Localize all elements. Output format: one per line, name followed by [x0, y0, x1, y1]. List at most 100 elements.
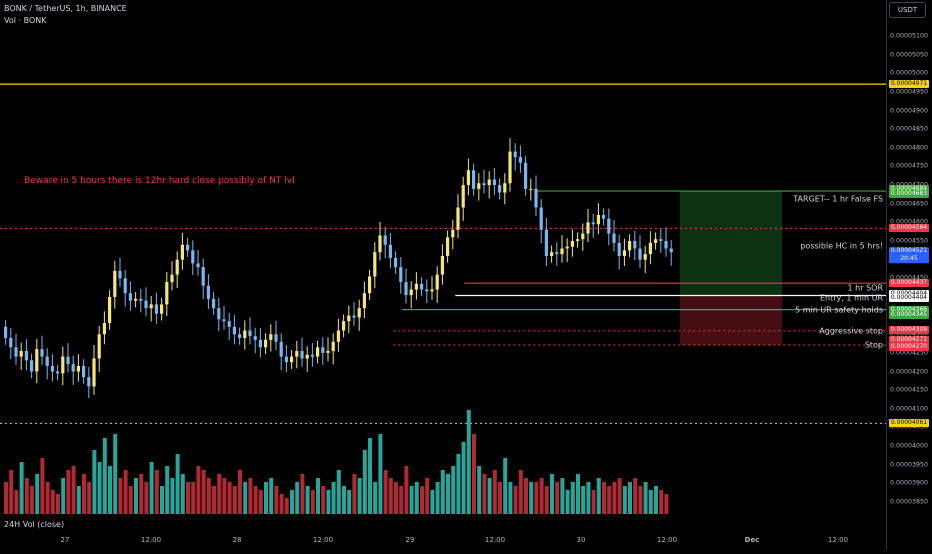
- candle-body: [654, 239, 658, 243]
- candle-body: [305, 354, 309, 359]
- warning-annotation[interactable]: Beware in 5 hours there is 12hr hard clo…: [24, 176, 295, 186]
- candle-body: [160, 304, 164, 314]
- candle-body: [97, 334, 101, 359]
- price-tick: 0.00004900: [890, 107, 929, 115]
- annotation-label[interactable]: Aggressive stop: [819, 326, 883, 336]
- volume-bar: [591, 490, 596, 514]
- price-label-value: 0.00004971: [890, 80, 928, 88]
- volume-indicator-title[interactable]: Vol · BONK: [4, 16, 47, 25]
- candle-body: [524, 162, 528, 189]
- volume-bar: [440, 470, 445, 514]
- volume-bar: [472, 434, 476, 514]
- volume-bar: [607, 486, 612, 514]
- candle-body: [300, 351, 304, 359]
- volume-bar: [321, 486, 326, 514]
- candle-body: [378, 235, 382, 253]
- candle-body: [498, 185, 502, 193]
- volume-bar: [258, 490, 263, 514]
- candle-body: [648, 242, 652, 255]
- volume-bar: [290, 490, 294, 514]
- volume-bar: [76, 486, 81, 514]
- volume-bar: [394, 482, 398, 514]
- candle-body: [71, 364, 75, 372]
- price-label: 0.00004345: [889, 311, 929, 320]
- candle-body: [596, 214, 600, 225]
- volume-bar: [648, 490, 653, 514]
- volume-bar: [513, 486, 518, 514]
- price-tick: 0.00004750: [890, 162, 929, 170]
- volume-bar: [118, 478, 123, 514]
- price-label-value: 0.00004521: [890, 247, 928, 255]
- volume-bar: [82, 474, 86, 514]
- volume-bar: [50, 490, 55, 514]
- volume-bar: [326, 490, 331, 514]
- volume-bar: [404, 466, 409, 514]
- candle-body: [76, 365, 80, 372]
- annotation-label[interactable]: TARGET-- 1 hr False FS: [793, 194, 883, 204]
- candle-body: [206, 285, 210, 299]
- candle-body: [529, 188, 533, 190]
- candle-body: [144, 300, 148, 309]
- volume-bar: [165, 466, 170, 514]
- volume-bar: [97, 462, 102, 514]
- annotation-label[interactable]: 5 min UR safety holds: [795, 305, 883, 315]
- volume-bar: [56, 494, 60, 514]
- candle-body: [50, 365, 54, 372]
- price-tick: 0.00004600: [890, 218, 929, 226]
- candle-body: [191, 250, 195, 264]
- price-label-value: 0.00004404: [890, 294, 928, 302]
- time-tick: 29: [405, 536, 415, 544]
- chart-canvas[interactable]: [0, 0, 886, 550]
- candle-body: [570, 241, 574, 247]
- candle-body: [30, 360, 34, 372]
- candle-body: [394, 257, 398, 268]
- volume-bar: [206, 478, 211, 514]
- price-label: 0.00004971: [889, 80, 929, 89]
- candle-body: [425, 289, 429, 292]
- volume-bar: [534, 482, 539, 514]
- volume-bar: [414, 482, 419, 514]
- volume-bar: [622, 486, 627, 514]
- price-axis[interactable]: [886, 0, 932, 550]
- annotation-label[interactable]: Entry, 1 min UR: [819, 293, 883, 303]
- volume-bar: [180, 474, 185, 514]
- candle-body: [253, 336, 257, 340]
- volume-bar: [24, 478, 29, 514]
- volume-bar: [113, 434, 118, 514]
- currency-button[interactable]: USDT: [889, 2, 926, 18]
- candle-body: [352, 315, 356, 318]
- time-tick: 27: [60, 536, 70, 544]
- candle-body: [602, 214, 606, 219]
- price-label-value: 0.00004270: [890, 343, 928, 351]
- volume-bar: [461, 442, 466, 514]
- price-label-value: 0.00004345: [890, 311, 928, 319]
- annotation-label[interactable]: 1 hr SOR: [847, 283, 883, 293]
- candle-body: [180, 244, 184, 260]
- candle-body: [139, 298, 143, 301]
- annotation-label[interactable]: possible HC in 5 hrs!: [800, 241, 883, 251]
- price-tick: 0.00004000: [890, 442, 929, 450]
- position-risk-zone: [680, 295, 782, 346]
- candle-body: [456, 207, 460, 230]
- candle-body: [264, 339, 268, 348]
- price-tick: 0.00004200: [890, 368, 929, 376]
- volume-bar: [466, 410, 471, 514]
- candlestick-chart[interactable]: [0, 0, 886, 550]
- candle-body: [508, 151, 512, 184]
- volume-bar: [71, 466, 76, 514]
- annotation-label[interactable]: Stop: [864, 340, 883, 350]
- volume-bar: [518, 470, 523, 514]
- volume-bar: [529, 482, 534, 514]
- price-tick: 0.00003950: [890, 461, 929, 469]
- candle-body: [243, 330, 247, 338]
- price-tick: 0.00004150: [890, 386, 929, 394]
- volume-bar: [570, 482, 575, 514]
- candle-body: [617, 242, 621, 256]
- time-tick: 12:00: [140, 536, 162, 544]
- candle-body: [258, 339, 262, 348]
- volume-bar: [362, 450, 367, 514]
- price-label-value: 0.00004683: [890, 189, 928, 197]
- time-tick: 12:00: [656, 536, 678, 544]
- volume-bar: [347, 490, 352, 514]
- candle-body: [238, 334, 242, 338]
